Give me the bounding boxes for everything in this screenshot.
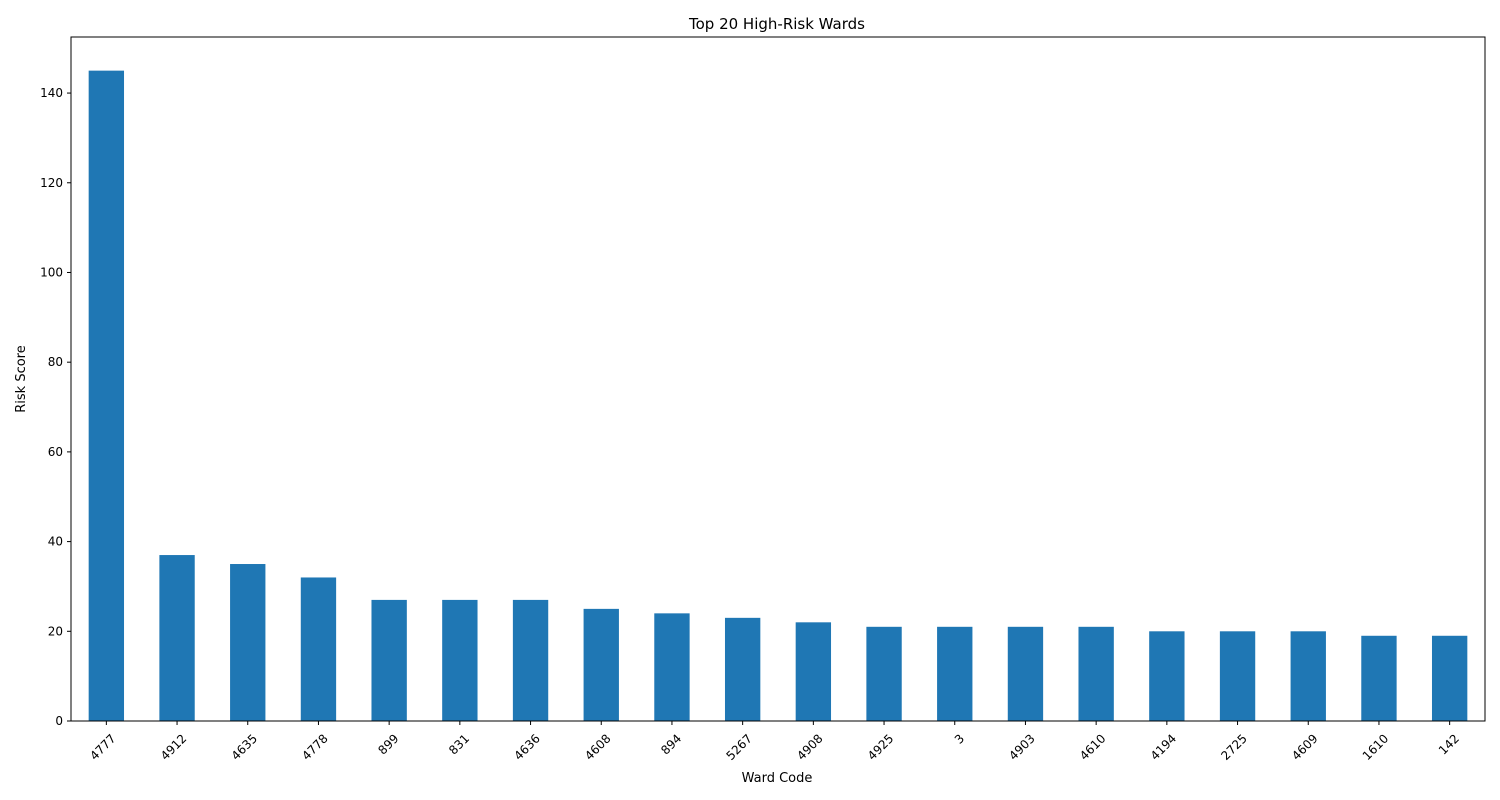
bar-4777 [88, 70, 125, 721]
chart-title: Top 20 High-Risk Wards [688, 15, 865, 33]
bar-142 [1431, 635, 1468, 721]
y-tick-label: 80 [48, 355, 63, 369]
plot-frame [70, 36, 1486, 722]
y-tick-label: 120 [40, 176, 63, 190]
bar-4912 [159, 555, 195, 721]
bar-4635 [230, 564, 266, 721]
bar-894 [654, 613, 690, 721]
bar-1610 [1361, 635, 1397, 721]
bar-4925 [866, 626, 902, 721]
bars-group [88, 70, 1468, 721]
bar-4608 [583, 608, 619, 721]
bar-4778 [300, 577, 337, 721]
y-tick-label: 100 [40, 265, 63, 279]
y-tick-label: 140 [40, 86, 63, 100]
bar-899 [371, 599, 407, 721]
bar-4194 [1149, 631, 1185, 721]
y-tick-label: 40 [48, 535, 63, 549]
bar-2725 [1219, 631, 1256, 721]
y-tick-label: 20 [48, 624, 63, 638]
bar-4636 [512, 599, 549, 721]
bar-4908 [795, 622, 832, 721]
bar-3 [937, 626, 973, 721]
bar-4610 [1078, 626, 1114, 721]
x-axis-title: Ward Code [742, 771, 813, 786]
bar-4903 [1007, 626, 1044, 721]
y-axis: 0 20 40 60 80 100 120 140 [40, 86, 71, 728]
y-axis-title: Risk Score [14, 345, 29, 413]
bar-5267 [724, 617, 761, 721]
bar-831 [442, 599, 478, 721]
y-tick-label: 0 [55, 714, 63, 728]
bar-4609 [1290, 631, 1326, 721]
y-tick-label: 60 [48, 445, 63, 459]
